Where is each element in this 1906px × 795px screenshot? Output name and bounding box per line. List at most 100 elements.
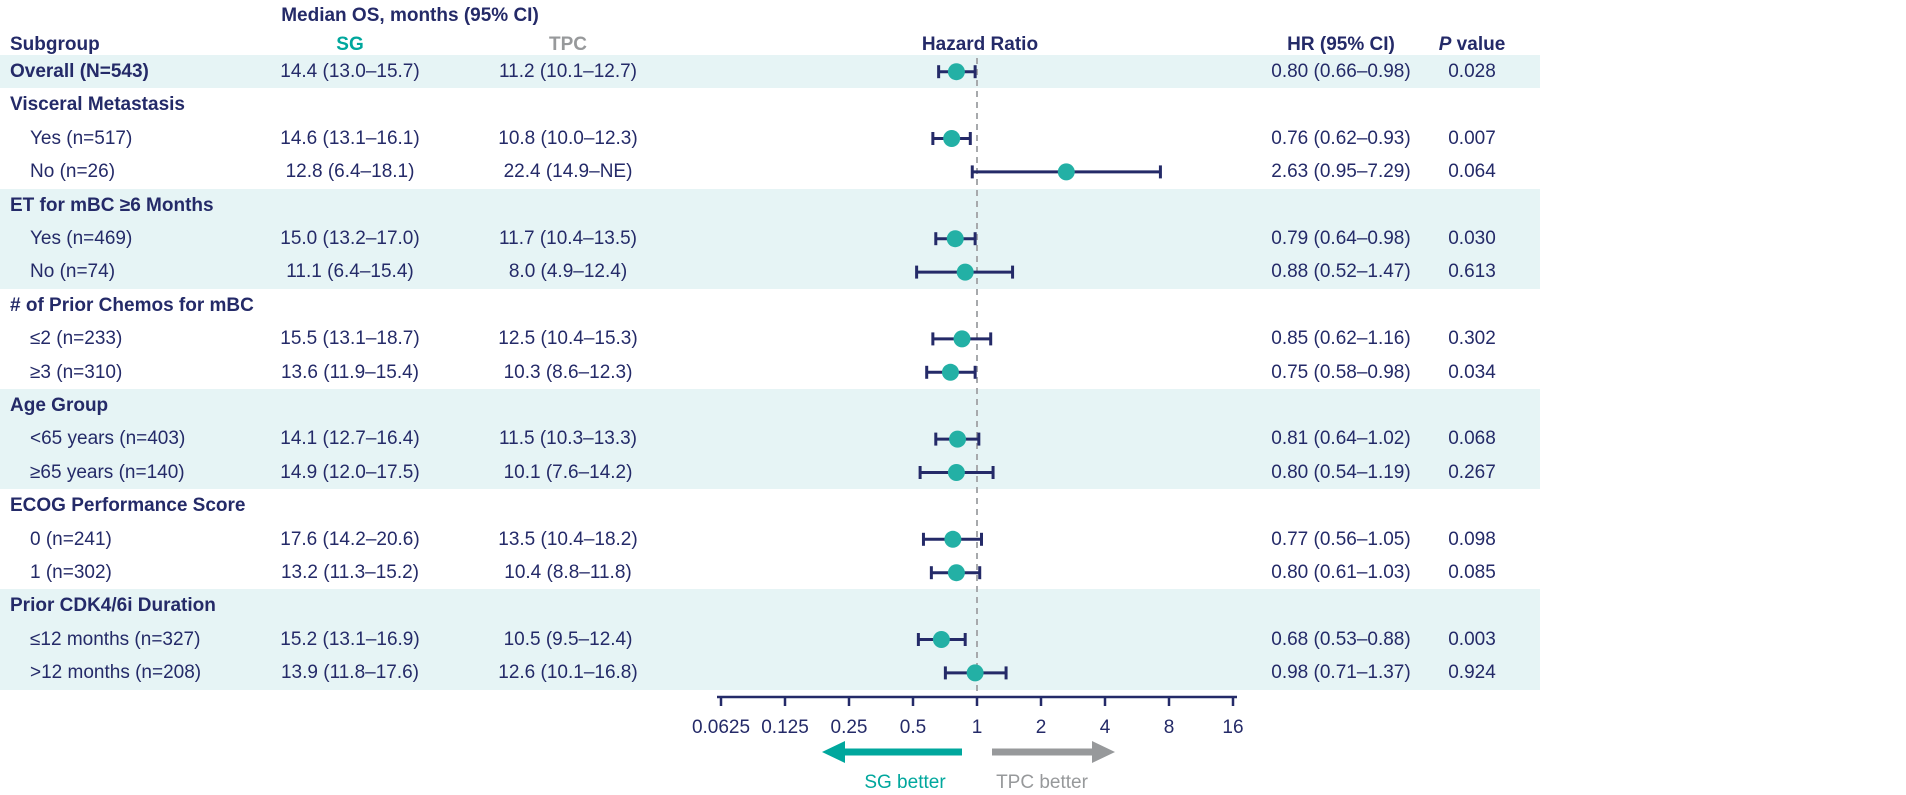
p-value: 0.030 [1448, 228, 1496, 249]
sg-median-os: 14.1 (12.7–16.4) [280, 428, 420, 450]
tpc-median-os: 11.5 (10.3–13.3) [498, 428, 638, 450]
tpc-median-os: 10.5 (9.5–12.4) [503, 628, 633, 650]
subgroup-label: 1 (n=302) [30, 562, 112, 583]
subgroup-label: ≤2 (n=233) [30, 328, 123, 350]
x-axis-tick-label: 0.0625 [692, 717, 750, 738]
tpc-median-os: 8.0 (4.9–12.4) [508, 261, 628, 283]
sg-median-os: 14.9 (12.0–17.5) [280, 461, 420, 483]
tpc-median-os: 10.1 (7.6–14.2) [503, 461, 633, 483]
subgroup-label: Yes (n=517) [30, 127, 133, 149]
subgroup-label: Age Group [10, 395, 109, 416]
p-value: 0.302 [1448, 328, 1496, 350]
table-row: No (n=74) 11.1 (6.4–15.4) 8.0 (4.9–12.4) 0.… [0, 255, 1540, 289]
subgroup-label: ET for mBC ≥6 Months [10, 194, 214, 216]
sg-median-os: 12.8 (6.4–18.1) [285, 161, 415, 183]
subgroup-label: ECOG Performance Score [10, 495, 246, 517]
table-row: ≥3 (n=310) 13.6 (11.9–15.4) 10.3 (8.6–12.3… [0, 356, 1540, 389]
p-value-rest: value [1451, 34, 1506, 55]
group-header-row: Prior CDK4/6i Duration [0, 589, 1540, 623]
p-value: 0.064 [1448, 161, 1496, 183]
table-row: Yes (n=469) 15.0 (13.2–17.0) 11.7 (10.4–13… [0, 222, 1540, 256]
sg-median-os: 17.6 (14.2–20.6) [280, 528, 420, 550]
p-value: 0.028 [1448, 61, 1496, 82]
subgroup-label: No (n=26) [30, 161, 116, 183]
tpc-median-os: 10.8 (10.0–12.3) [498, 127, 638, 149]
hr-ci-value: 0.98 (0.71–1.37) [1271, 662, 1411, 684]
p-value: 0.924 [1448, 662, 1496, 684]
tpc-median-os: 11.7 (10.4–13.5) [498, 228, 638, 249]
column-header-hazard-ratio: Hazard Ratio [921, 34, 1039, 55]
subgroup-label: Visceral Metastasis [10, 94, 185, 116]
table-row: No (n=26) 12.8 (6.4–18.1) 22.4 (14.9–NE) 2.… [0, 155, 1540, 188]
tpc-median-os: 13.5 (10.4–18.2) [498, 528, 638, 550]
table-row: <65 years (n=403) 14.1 (12.7–16.4) 11.5 (1… [0, 422, 1540, 456]
sg-median-os: 13.2 (11.3–15.2) [280, 562, 420, 583]
x-axis-tick-label: 0.25 [831, 717, 868, 738]
sg-median-os: 15.2 (13.1–16.9) [280, 628, 420, 650]
x-axis-tick-label: 16 [1222, 717, 1243, 738]
table-row: >12 months (n=208) 13.9 (11.8–17.6) 12.6 (… [0, 656, 1540, 690]
group-header-row: ET for mBC ≥6 Months [0, 188, 1540, 222]
x-axis-tick-label: 2 [1036, 717, 1047, 738]
p-value: 0.007 [1448, 127, 1496, 149]
table-row: ≤12 months (n=327) 15.2 (13.1–16.9) 10.5 (… [0, 622, 1540, 657]
x-axis-tick-label: 0.125 [761, 717, 809, 738]
p-value: 0.003 [1448, 628, 1496, 650]
sg-median-os: 14.6 (13.1–16.1) [280, 127, 420, 149]
p-value: 0.613 [1448, 261, 1496, 283]
column-header-tpc: TPC [549, 34, 587, 55]
column-header-p-value: P value [1412, 33, 1532, 57]
hr-ci-value: 0.81 (0.64–1.02) [1271, 428, 1411, 450]
tpc-median-os: 10.4 (8.8–11.8) [504, 562, 632, 583]
tpc-median-os: 12.6 (10.1–16.8) [498, 662, 638, 684]
subgroup-label: ≤12 months (n=327) [30, 628, 201, 650]
tpc-better-label: TPC better [996, 772, 1089, 793]
sg-median-os: 14.4 (13.0–15.7) [280, 61, 420, 82]
sg-better-arrow [822, 741, 962, 763]
hr-ci-value: 0.79 (0.64–0.98) [1271, 228, 1411, 249]
tpc-median-os: 22.4 (14.9–NE) [503, 161, 633, 183]
hr-ci-value: 0.76 (0.62–0.93) [1271, 127, 1411, 149]
sg-median-os: 15.5 (13.1–18.7) [280, 328, 420, 350]
p-value: 0.085 [1448, 562, 1496, 583]
subgroup-label: ≥3 (n=310) [30, 361, 123, 383]
chart-title: Median OS, months (95% CI) [281, 5, 539, 26]
p-value: 0.034 [1448, 361, 1496, 383]
subgroup-label: ≥65 years (n=140) [30, 461, 185, 483]
column-header-subgroup: Subgroup [10, 34, 100, 55]
table-row: ≤2 (n=233) 15.5 (13.1–18.7) 12.5 (10.4–15.… [0, 322, 1540, 355]
tpc-median-os: 10.3 (8.6–12.3) [503, 361, 633, 383]
sg-better-label: SG better [864, 772, 946, 793]
tpc-better-arrow [992, 741, 1115, 763]
column-header-sg: SG [336, 34, 364, 55]
hr-ci-value: 0.68 (0.53–0.88) [1271, 628, 1411, 650]
tpc-median-os: 12.5 (10.4–15.3) [498, 328, 638, 350]
group-header-row: ECOG Performance Score [0, 489, 1540, 522]
p-value: 0.098 [1448, 528, 1496, 550]
subgroup-label: 0 (n=241) [30, 528, 112, 550]
table-row: Yes (n=517) 14.6 (13.1–16.1) 10.8 (10.0–12… [0, 122, 1540, 155]
group-header-row: Age Group [0, 389, 1540, 423]
hr-ci-value: 2.63 (0.95–7.29) [1271, 161, 1411, 183]
hr-ci-value: 0.88 (0.52–1.47) [1271, 261, 1411, 283]
p-value: 0.068 [1448, 428, 1496, 450]
x-axis-tick-label: 0.5 [900, 717, 926, 738]
tpc-median-os: 11.2 (10.1–12.7) [498, 61, 638, 82]
x-axis-tick-label: 1 [972, 717, 983, 738]
subgroup-label: Overall (N=543) [10, 61, 149, 82]
sg-median-os: 15.0 (13.2–17.0) [280, 228, 420, 249]
subgroup-label: >12 months (n=208) [30, 662, 202, 684]
hr-ci-value: 0.75 (0.58–0.98) [1271, 361, 1411, 383]
subgroup-label: <65 years (n=403) [30, 428, 186, 450]
subgroup-label: Prior CDK4/6i Duration [10, 595, 216, 617]
x-axis-tick-label: 4 [1100, 717, 1111, 738]
hr-ci-value: 0.80 (0.66–0.98) [1271, 61, 1411, 82]
table-row: 0 (n=241) 17.6 (14.2–20.6) 13.5 (10.4–18.2… [0, 523, 1540, 556]
sg-median-os: 11.1 (6.4–15.4) [286, 261, 414, 283]
p-value-italic-p: P [1438, 34, 1452, 55]
table-row: 1 (n=302) 13.2 (11.3–15.2) 10.4 (8.8–11.8)… [0, 556, 1540, 589]
x-axis-tick-label: 8 [1164, 717, 1175, 738]
subgroup-label: No (n=74) [30, 261, 116, 283]
hr-ci-value: 0.77 (0.56–1.05) [1271, 528, 1411, 550]
